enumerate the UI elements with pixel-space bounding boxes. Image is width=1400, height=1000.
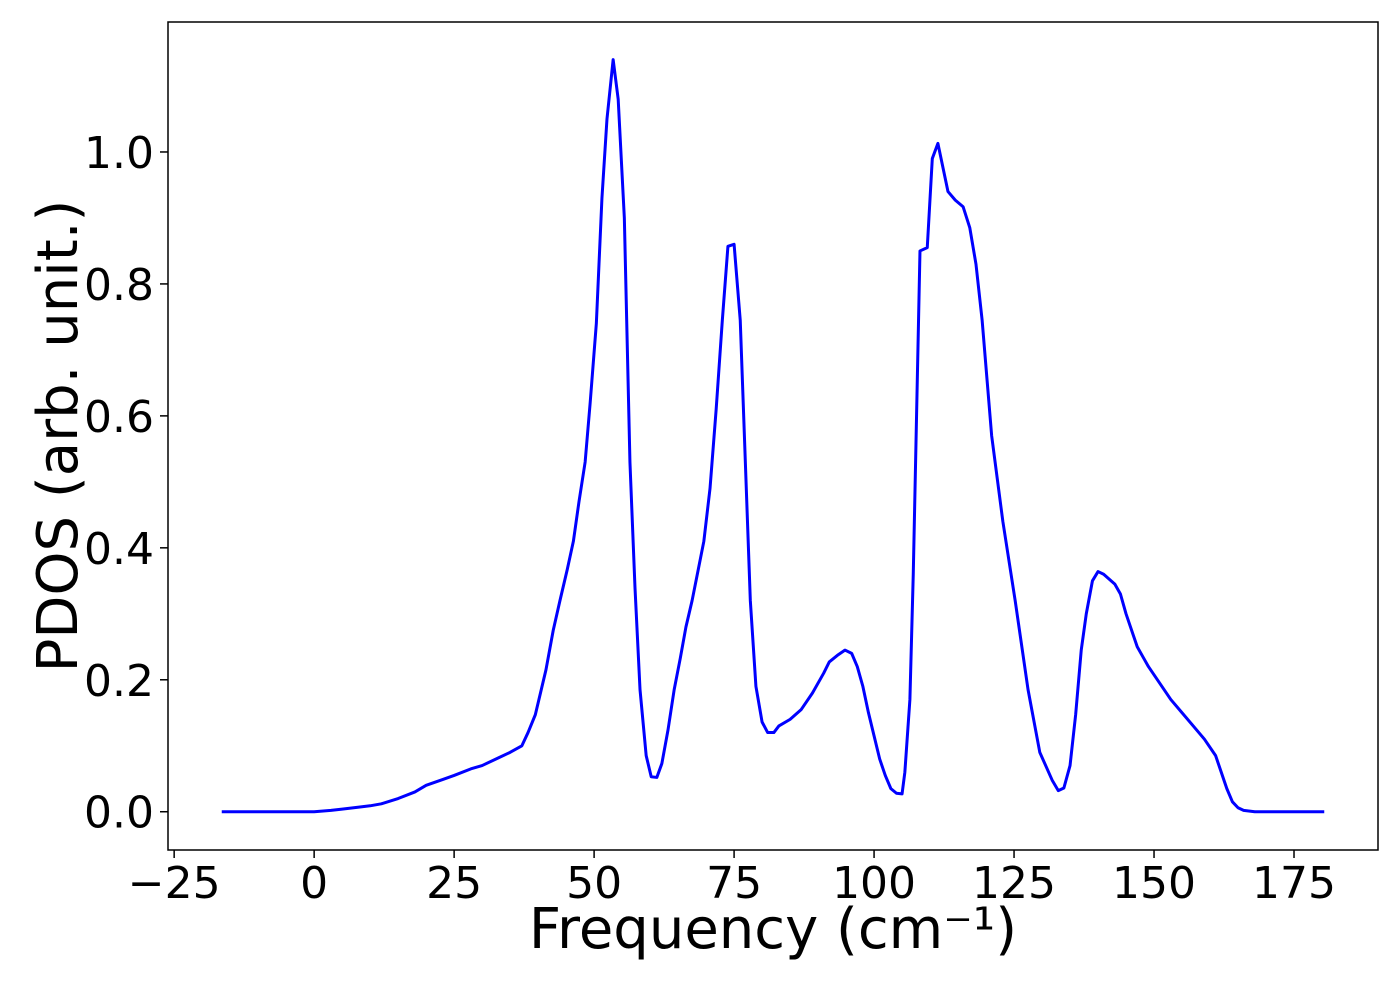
x-tick-label: 100: [832, 858, 916, 909]
x-tick-label: 175: [1252, 858, 1336, 909]
x-tick-label: 50: [566, 858, 622, 909]
y-tick-label: 0.8: [84, 260, 154, 311]
x-tick-label: −25: [128, 858, 221, 909]
data-line: [221, 58, 1325, 814]
y-tick-label: 0.0: [84, 788, 154, 839]
y-axis-label: PDOS (arb. unit.): [26, 200, 91, 673]
y-tick-label: 0.6: [84, 392, 154, 443]
plot-frame: [167, 21, 1379, 851]
x-tick-label: 75: [706, 858, 762, 909]
x-tick-label: 150: [1112, 858, 1196, 909]
x-tick-label: 25: [426, 858, 482, 909]
y-tick-label: 1.0: [84, 128, 154, 179]
x-axis-label: Frequency (cm⁻¹): [529, 897, 1017, 962]
x-tick-label: 125: [972, 858, 1056, 909]
x-tick-label: 0: [300, 858, 328, 909]
y-tick-label: 0.4: [84, 524, 154, 575]
y-tick-label: 0.2: [84, 656, 154, 707]
